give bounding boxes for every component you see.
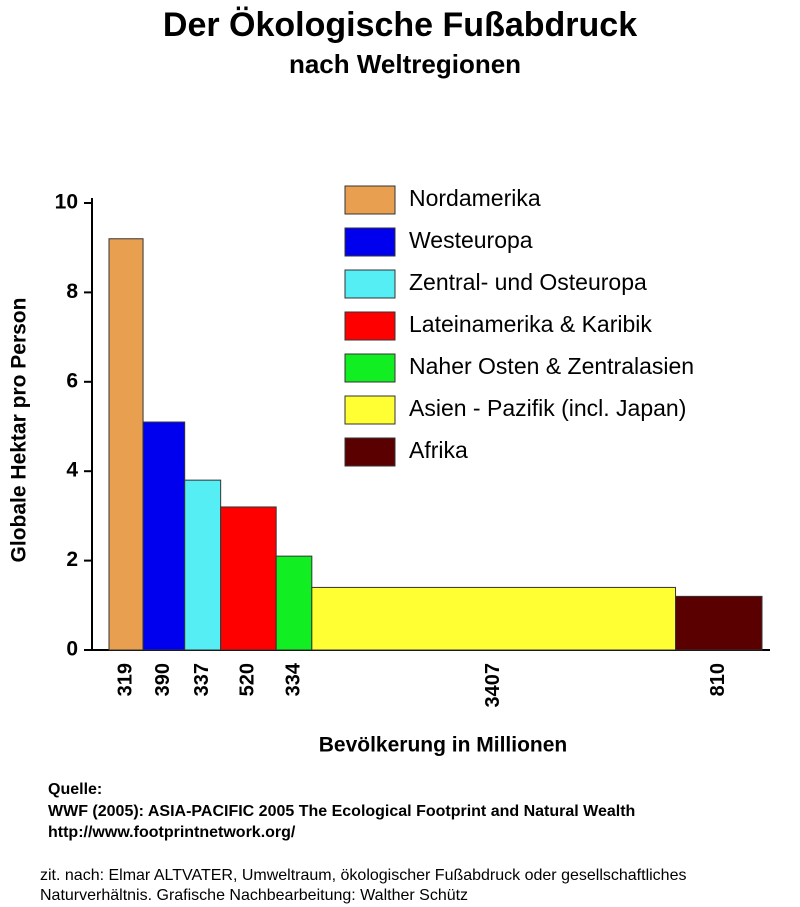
population-label: 520 — [237, 663, 259, 696]
chart-subtitle: nach Weltregionen — [289, 49, 521, 79]
bar — [311, 586, 677, 651]
footer-citation: zit. nach: Elmar ALTVATER, Umweltraum, ö… — [40, 867, 686, 884]
footer-source: WWF (2005): ASIA-PACIFIC 2005 The Ecolog… — [48, 803, 635, 820]
x-axis-label: Bevölkerung in Millionen — [319, 734, 568, 757]
legend-swatch — [344, 395, 396, 425]
population-label: 390 — [152, 663, 174, 696]
population-label: 337 — [191, 663, 213, 696]
y-tick-label: 2 — [66, 548, 78, 571]
legend-label: Nordamerika — [409, 185, 541, 211]
legend-label: Lateinamerika & Karibik — [409, 311, 652, 337]
bar — [142, 421, 186, 651]
footer-citation: Naturverhältnis. Grafische Nachbearbeitu… — [40, 887, 468, 904]
footer-heading: Quelle: — [48, 781, 102, 798]
bar — [275, 555, 313, 651]
bar — [220, 506, 277, 651]
bar — [675, 595, 763, 651]
legend-swatch — [344, 227, 396, 257]
legend-swatch — [344, 437, 396, 467]
footer-source: http://www.footprintnetwork.org/ — [48, 824, 296, 841]
population-label: 810 — [707, 663, 729, 696]
legend-swatch — [344, 311, 396, 341]
y-tick-label: 8 — [66, 280, 78, 303]
legend-swatch — [344, 353, 396, 383]
legend-label: Naher Osten & Zentralasien — [409, 353, 694, 379]
population-label: 3407 — [482, 663, 504, 708]
legend-swatch — [344, 185, 396, 215]
legend-label: Asien - Pazifik (incl. Japan) — [409, 395, 686, 421]
legend-label: Westeuropa — [409, 227, 533, 253]
legend-swatch — [344, 269, 396, 299]
y-tick-label: 10 — [55, 191, 78, 214]
legend-label: Zentral- und Osteuropa — [409, 269, 647, 295]
bar — [108, 238, 144, 651]
y-tick-label: 4 — [66, 459, 78, 482]
y-axis-label: Globale Hektar pro Person — [8, 298, 31, 563]
legend-label: Afrika — [409, 437, 468, 463]
y-tick-label: 0 — [66, 638, 78, 661]
y-tick-label: 6 — [66, 369, 78, 392]
population-label: 319 — [114, 663, 136, 696]
population-label: 334 — [282, 662, 304, 696]
bar — [184, 479, 222, 651]
chart-title: Der Ökologische Fußabdruck — [163, 6, 637, 44]
